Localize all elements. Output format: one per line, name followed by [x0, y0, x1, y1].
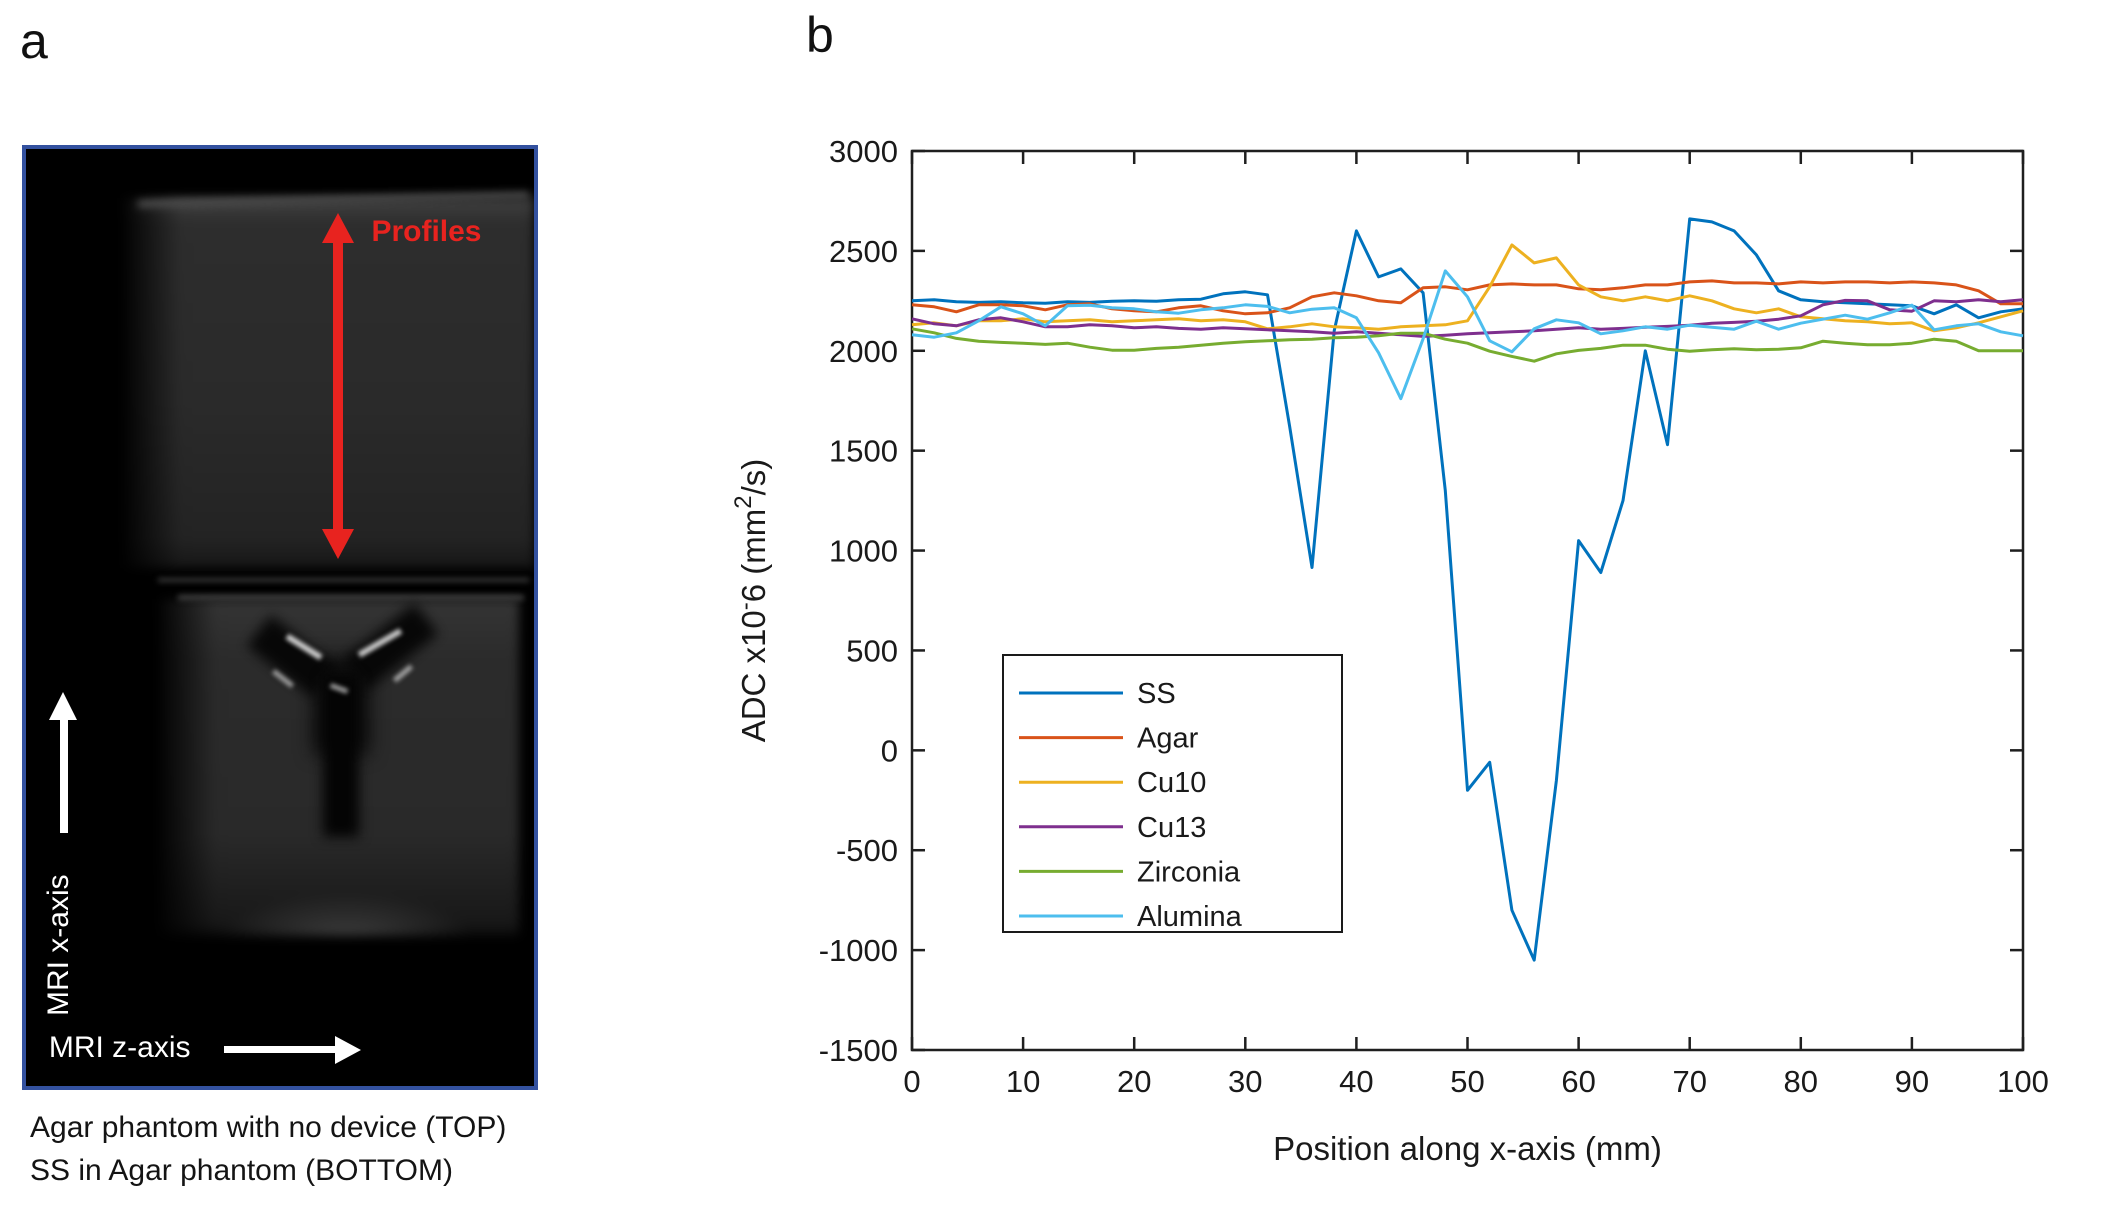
series-line-zirconia — [911, 327, 2023, 363]
series-line-cu10 — [911, 243, 2024, 333]
panel-a-label: a — [20, 13, 48, 69]
x-axis-title: Position along x-axis (mm) — [1273, 1130, 1662, 1167]
x-tick-label: 0 — [903, 1064, 920, 1099]
y-tick-label: -1500 — [819, 1033, 898, 1068]
y-tick-label: 500 — [846, 633, 898, 668]
y-axis-title: ADC x10-6 (mm2/s) — [730, 459, 772, 743]
arrow-shaft — [224, 1046, 340, 1054]
arrow-shaft — [60, 716, 69, 833]
panel-a-caption: Agar phantom with no device (TOP) SS in … — [30, 1106, 506, 1192]
y-tick-label: 1000 — [829, 534, 898, 569]
phantom-gap-line — [158, 578, 529, 583]
x-tick-label: 60 — [1561, 1064, 1595, 1099]
panel-b-label: b — [806, 7, 834, 63]
profiles-label: Profiles — [371, 214, 482, 248]
series-line-cu13 — [911, 298, 2024, 338]
x-tick-label: 20 — [1117, 1064, 1151, 1099]
caption-line-2: SS in Agar phantom (BOTTOM) — [30, 1154, 453, 1187]
x-tick-label: 50 — [1450, 1064, 1484, 1099]
mri-z-axis-arrow-icon — [224, 1036, 362, 1065]
phantom-bottom-edge-highlight — [178, 595, 524, 600]
x-tick-label: 70 — [1672, 1064, 1706, 1099]
agar-phantom-top-region — [122, 197, 534, 568]
arrow-up-head-icon — [322, 212, 355, 243]
profiles-double-arrow-icon — [322, 212, 355, 560]
y-tick-label: 1500 — [829, 434, 898, 469]
artifact-bright-spot — [393, 664, 414, 683]
y-tick-label: -500 — [836, 833, 898, 868]
x-tick-label: 10 — [1006, 1064, 1040, 1099]
legend-label-cu13: Cu13 — [1137, 812, 1206, 844]
legend-label-agar: Agar — [1137, 723, 1199, 755]
y-tick-label: 2500 — [829, 234, 898, 269]
caption-line-1: Agar phantom with no device (TOP) — [30, 1111, 507, 1144]
y-tick-label: 3000 — [829, 134, 898, 169]
x-tick-label: 90 — [1895, 1064, 1929, 1099]
x-tick-label: 80 — [1784, 1064, 1818, 1099]
legend-label-ss: SS — [1137, 678, 1176, 710]
x-tick-label: 40 — [1339, 1064, 1373, 1099]
adc-profile-chart: 0 10 20 30 40 50 60 70 80 90 100 3000 2500 2000 1500 10… — [730, 134, 2049, 1167]
series-line-alumina — [911, 269, 2024, 401]
x-tick-label: 100 — [1997, 1064, 2049, 1099]
y-tick-label: -1000 — [819, 933, 898, 968]
legend-label-alumina: Alumina — [1137, 901, 1243, 933]
y-tick-label: 0 — [881, 733, 898, 768]
ss-device-artifact — [246, 603, 439, 857]
mri-x-axis-label: MRI x-axis — [42, 874, 76, 1016]
mri-x-axis-arrow-icon — [49, 692, 78, 833]
arrow-down-head-icon — [322, 529, 355, 560]
y-tick-label: 2000 — [829, 334, 898, 369]
arrow-up-head-icon — [49, 692, 78, 721]
legend-box — [1002, 654, 1343, 933]
legend-label-zirconia: Zirconia — [1137, 856, 1241, 888]
arrow-shaft — [333, 238, 344, 534]
x-tick-label: 30 — [1228, 1064, 1262, 1099]
mri-image-panel: Profiles MRI x-axis MRI z-axis — [22, 145, 538, 1090]
artifact-stem — [322, 676, 360, 837]
legend-label-cu10: Cu10 — [1137, 767, 1206, 799]
mri-z-axis-label: MRI z-axis — [48, 1031, 191, 1065]
arrow-right-head-icon — [335, 1036, 362, 1065]
